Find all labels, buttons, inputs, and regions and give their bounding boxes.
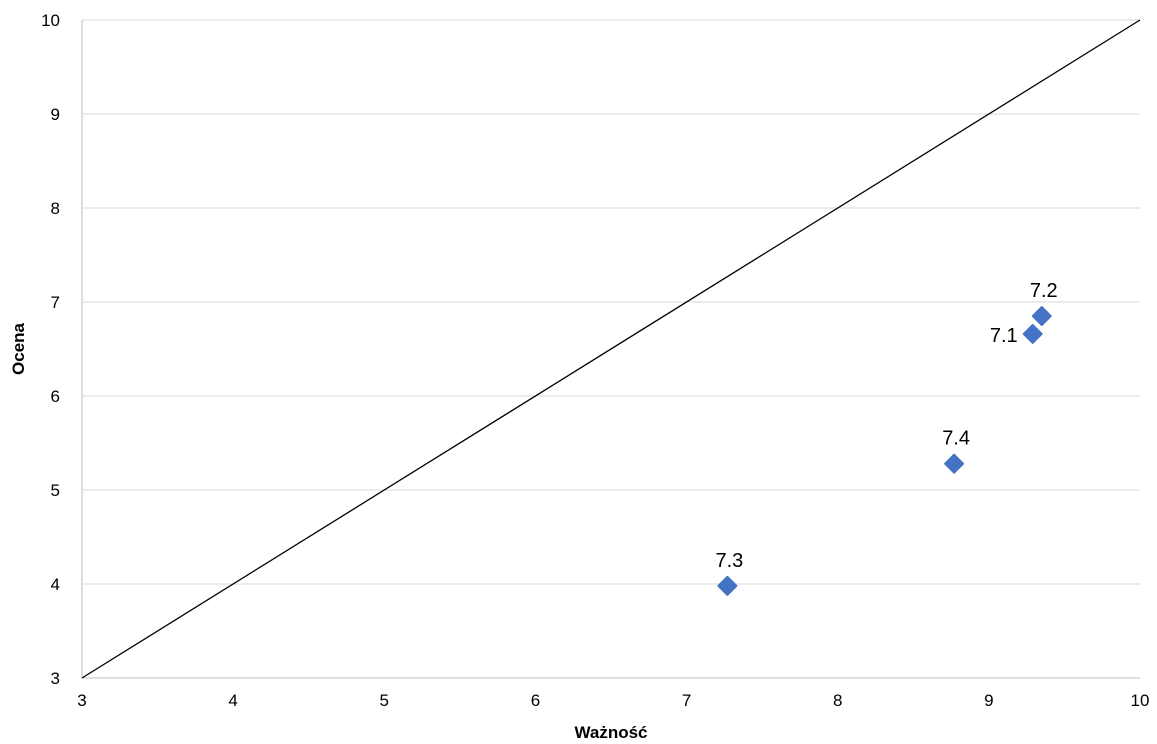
x-tick-label: 9: [984, 691, 993, 710]
y-tick-label: 6: [51, 387, 60, 406]
y-tick-label: 9: [51, 105, 60, 124]
y-tick-label: 5: [51, 481, 60, 500]
data-label: 7.3: [715, 550, 743, 572]
x-tick-label: 10: [1131, 691, 1150, 710]
data-point: [944, 453, 965, 474]
data-label: 7.4: [942, 428, 970, 450]
gridlines: [82, 19, 1140, 585]
x-tick-label: 4: [228, 691, 237, 710]
y-tick-label: 4: [51, 575, 60, 594]
x-tick-labels: 3 4 5 6 7 8 9 10: [77, 691, 1149, 710]
x-tick-label: 7: [682, 691, 691, 710]
y-tick-label: 8: [51, 199, 60, 218]
y-tick-labels: 3 4 5 6 7 8 9 10: [41, 11, 60, 688]
data-point: [717, 575, 738, 596]
data-label: 7.1: [990, 325, 1018, 347]
x-tick-label: 3: [77, 691, 86, 710]
data-label: 7.2: [1030, 280, 1058, 302]
x-tick-label: 5: [380, 691, 389, 710]
y-axis-title: Ocena: [9, 322, 28, 375]
y-tick-label: 10: [41, 11, 60, 30]
axes: [81, 20, 1140, 679]
point-labels: 7.1 7.2 7.3 7.4: [715, 280, 1057, 572]
data-point: [1022, 323, 1043, 344]
x-tick-label: 8: [833, 691, 842, 710]
reference-line: [81, 19, 1141, 679]
data-point: [1031, 306, 1052, 327]
y-tick-label: 3: [51, 669, 60, 688]
reference-line-group: [81, 19, 1141, 679]
y-tick-label: 7: [51, 293, 60, 312]
x-axis-title: Ważność: [574, 723, 647, 742]
x-tick-label: 6: [531, 691, 540, 710]
data-points: [717, 306, 1052, 596]
